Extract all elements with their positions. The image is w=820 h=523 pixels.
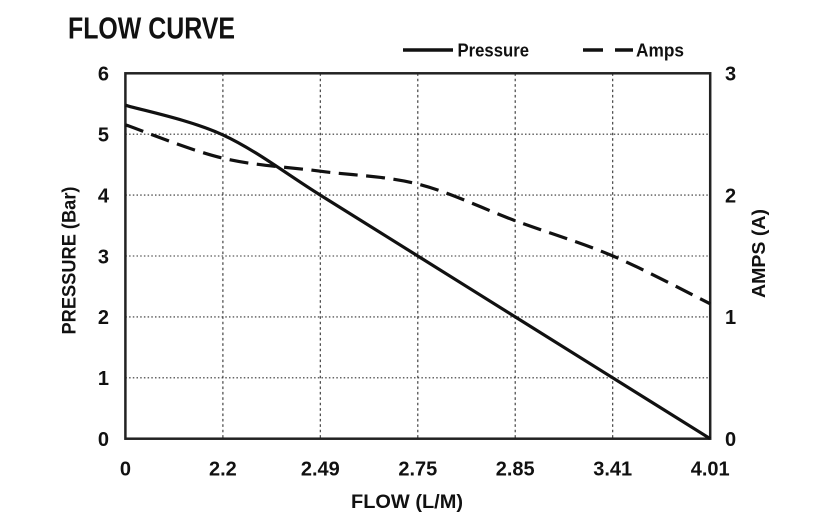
- svg-text:1: 1: [725, 307, 736, 329]
- svg-text:2.85: 2.85: [496, 459, 535, 481]
- svg-text:4: 4: [98, 185, 110, 207]
- svg-text:Amps: Amps: [636, 40, 684, 61]
- svg-text:2: 2: [98, 307, 109, 329]
- svg-text:2.2: 2.2: [209, 459, 237, 481]
- svg-text:FLOW (L/M): FLOW (L/M): [351, 492, 463, 513]
- svg-text:4.01: 4.01: [691, 459, 730, 481]
- svg-text:FLOW CURVE: FLOW CURVE: [68, 10, 235, 45]
- svg-text:2: 2: [725, 185, 736, 207]
- svg-text:2.49: 2.49: [301, 459, 340, 481]
- svg-text:5: 5: [98, 125, 109, 147]
- svg-text:PRESSURE (Bar): PRESSURE (Bar): [59, 187, 81, 335]
- svg-text:0: 0: [98, 429, 109, 451]
- svg-text:6: 6: [98, 64, 109, 86]
- svg-text:3.41: 3.41: [593, 459, 632, 481]
- svg-text:Pressure: Pressure: [458, 40, 530, 61]
- svg-text:2.75: 2.75: [398, 459, 437, 481]
- svg-text:1: 1: [98, 368, 109, 390]
- svg-text:0: 0: [120, 459, 131, 481]
- svg-text:0: 0: [725, 429, 736, 451]
- svg-text:3: 3: [98, 246, 109, 268]
- svg-text:3: 3: [725, 64, 736, 86]
- svg-text:AMPS (A): AMPS (A): [748, 209, 769, 298]
